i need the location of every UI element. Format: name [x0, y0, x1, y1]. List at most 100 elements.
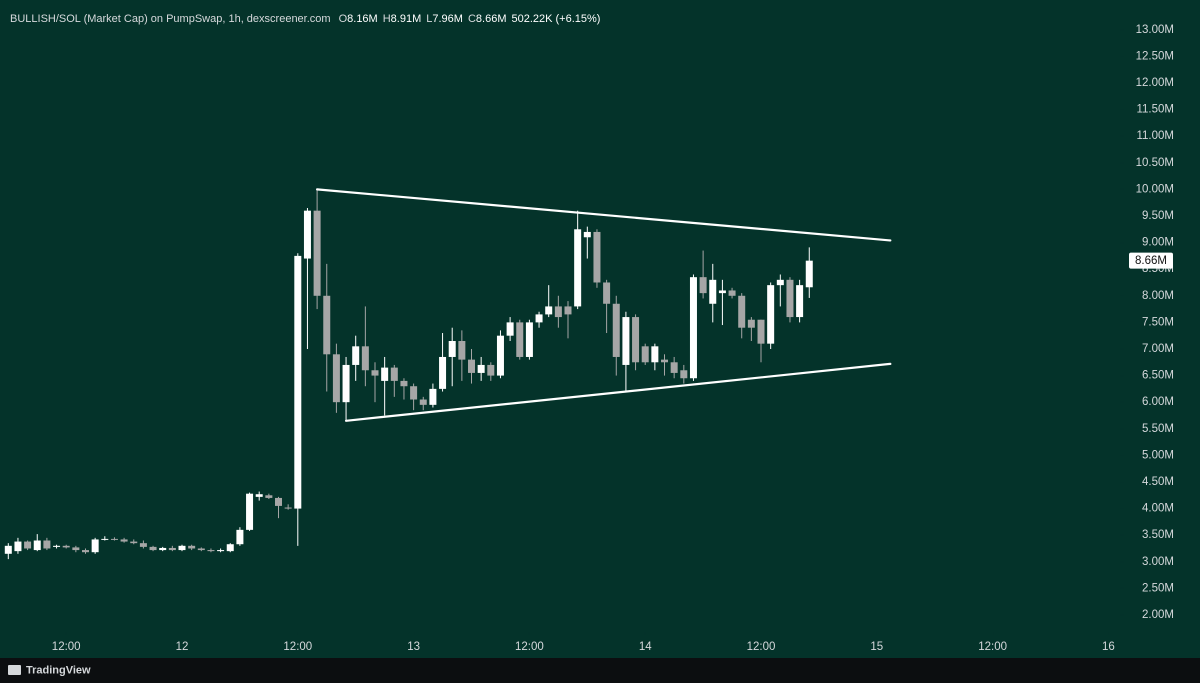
candle-body: [564, 306, 572, 315]
candle-body: [72, 547, 80, 551]
x-tick-label: 16: [1102, 641, 1115, 653]
chart-header: BULLISH/SOL (Market Cap) on PumpSwap, 1h…: [10, 13, 600, 25]
x-tick-label: 15: [870, 641, 883, 653]
candle-body: [709, 279, 717, 304]
x-tick-label: 12:00: [283, 641, 312, 653]
candle-body: [342, 364, 350, 403]
candle-body: [361, 346, 369, 371]
candle-body: [689, 277, 697, 379]
tradingview-logo: TradingView: [8, 664, 91, 676]
y-tick-label: 5.50M: [1142, 423, 1174, 435]
y-tick-label: 11.50M: [1136, 104, 1174, 116]
x-tick-label: 13: [407, 641, 420, 653]
candle-body: [226, 544, 234, 552]
x-tick-label: 12:00: [747, 641, 776, 653]
candle-body: [323, 295, 331, 355]
candle-body: [53, 545, 61, 547]
candle-body: [535, 314, 543, 323]
logo-icon: [8, 665, 21, 675]
candle-body: [110, 538, 118, 540]
candle-body: [43, 540, 51, 549]
x-tick-label: 14: [639, 641, 652, 653]
ohlc-value: 8.91M: [391, 13, 422, 25]
candle-body: [390, 367, 398, 381]
y-tick-label: 12.00M: [1136, 77, 1174, 89]
candle-body: [757, 319, 765, 344]
candle-body: [101, 538, 109, 540]
candle-body: [622, 317, 630, 365]
candle-body: [680, 370, 688, 379]
change-value: 502.22K (+6.15%): [511, 13, 600, 25]
candle-body: [265, 495, 273, 498]
y-tick-label: 3.00M: [1142, 556, 1174, 568]
candle-body: [197, 548, 205, 551]
candle-body: [381, 367, 389, 381]
candle-body: [371, 370, 379, 376]
candle-body: [410, 386, 418, 400]
candle-body: [419, 399, 427, 405]
candle-body: [332, 354, 340, 403]
candle-body: [4, 545, 12, 554]
y-tick-label: 5.00M: [1142, 449, 1174, 461]
candle-body: [641, 346, 649, 363]
candle-body: [593, 231, 601, 283]
candle-body: [130, 541, 138, 544]
candle-body: [352, 346, 360, 365]
y-tick-label: 11.00M: [1136, 130, 1174, 142]
y-tick-label: 9.00M: [1142, 237, 1174, 249]
candle-body: [661, 359, 669, 363]
y-tick-label: 4.00M: [1142, 503, 1174, 515]
candle-body: [448, 341, 456, 357]
candle-body: [14, 541, 22, 552]
candle-body: [139, 543, 147, 547]
y-tick-label: 10.50M: [1136, 157, 1174, 169]
candle-body: [574, 229, 582, 307]
candle-body: [429, 388, 437, 405]
candle-body: [796, 285, 804, 318]
candle-body: [767, 285, 775, 344]
candle-body: [120, 539, 128, 542]
header-title: BULLISH/SOL (Market Cap) on PumpSwap, 1h…: [10, 13, 331, 25]
y-tick-label: 9.50M: [1142, 210, 1174, 222]
candle-body: [612, 303, 620, 357]
candle-body: [554, 306, 562, 318]
trendline: [344, 362, 892, 422]
y-tick-label: 4.50M: [1142, 476, 1174, 488]
candle-body: [217, 550, 225, 552]
x-tick-label: 12:00: [515, 641, 544, 653]
x-tick-label: 12:00: [52, 641, 81, 653]
last-price-label: 8.66M: [1135, 255, 1167, 267]
y-tick-label: 6.50M: [1142, 370, 1174, 382]
y-tick-label: 7.50M: [1142, 316, 1174, 328]
chart-background: [0, 0, 1200, 658]
candle-body: [149, 546, 157, 551]
y-tick-label: 8.00M: [1142, 290, 1174, 302]
candle-body: [718, 290, 726, 294]
candle-body: [786, 279, 794, 318]
candle-body: [439, 356, 447, 389]
branding: TradingView: [26, 664, 91, 676]
candle-body: [603, 282, 611, 304]
ohlc-key: L: [426, 13, 432, 25]
candle-body: [207, 550, 215, 552]
candle-body: [805, 260, 813, 288]
candle-body: [91, 539, 99, 553]
candle-body: [313, 210, 321, 296]
candle-body: [728, 290, 736, 296]
ohlc-key: H: [383, 13, 391, 25]
candle-body: [516, 322, 524, 357]
candle-body: [525, 322, 533, 357]
candle-body: [178, 545, 186, 551]
candle-body: [294, 255, 302, 509]
candle-body: [670, 362, 678, 373]
candle-body: [699, 277, 707, 294]
candle-body: [82, 550, 90, 553]
y-tick-label: 12.50M: [1136, 50, 1174, 62]
y-tick-label: 6.00M: [1142, 396, 1174, 408]
y-tick-label: 3.50M: [1142, 529, 1174, 541]
candle-body: [458, 341, 466, 360]
candle-body: [776, 279, 784, 286]
last-price-tag: [1129, 252, 1173, 269]
y-tick-label: 2.50M: [1142, 582, 1174, 594]
